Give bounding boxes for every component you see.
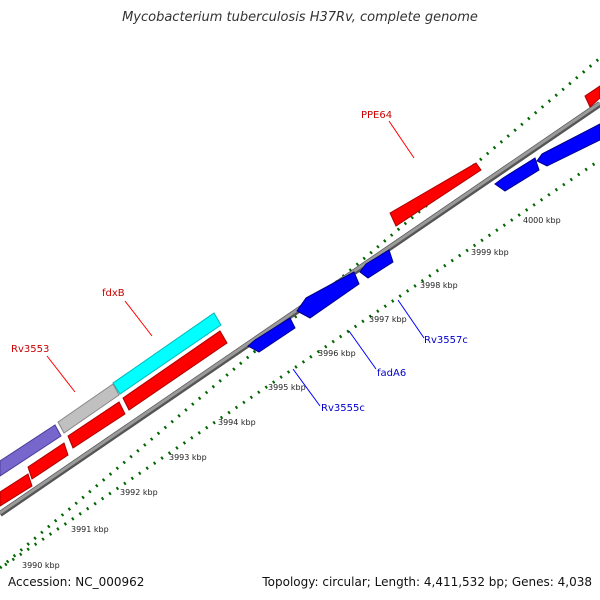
feature-purple[interactable] [0,424,62,477]
gene-label-rv3555c[interactable]: Rv3555c [321,403,365,414]
tick-label: 3999 kbp [471,248,509,257]
feature-fdxb-cyan[interactable] [112,312,222,395]
tick-label: 3990 kbp [22,561,60,570]
feature-ppe64[interactable] [389,162,482,227]
gene-label-fada6[interactable]: fadA6 [377,368,406,379]
forward-features [0,85,600,507]
accession-label: Accession: NC_000962 [8,575,145,589]
gene-labels: PPE64 fdxB Rv3553 Rv3557c fadA6 Rv3555c [11,110,468,414]
feature-blue-right[interactable] [494,157,540,192]
tick-label: 3998 kbp [420,281,458,290]
outer-features [0,312,222,477]
tick-label: 4000 kbp [523,216,561,225]
leader-rv3557c [397,299,425,339]
feature-red-left[interactable] [27,442,69,480]
leader-fada6 [348,330,377,370]
leader-fdxb [124,300,153,337]
tick-label: 3996 kbp [318,349,356,358]
gene-label-rv3557c[interactable]: Rv3557c [424,335,468,346]
gene-label-rv3553[interactable]: Rv3553 [11,344,49,355]
inner-tick-line [4,158,600,567]
feature-red-fdxb-partner[interactable] [122,330,228,411]
feature-red-mid[interactable] [67,401,126,449]
tick-label: 3994 kbp [218,418,256,427]
scale-tick-labels: 3990 kbp 3991 kbp 3992 kbp 3993 kbp 3994… [22,216,561,570]
feature-rv3557c[interactable] [359,249,394,279]
leader-ppe64 [388,120,415,159]
tick-label: 3992 kbp [120,488,158,497]
gene-label-leaders [46,120,425,407]
leader-rv3555c [292,368,321,407]
genome-summary: Topology: circular; Length: 4,411,532 bp… [262,575,592,589]
leader-rv3553 [46,355,76,393]
feature-rv3553-grey[interactable] [57,383,120,434]
feature-red-edge[interactable] [0,473,33,507]
tick-label: 3997 kbp [369,315,407,324]
feature-red-top-right[interactable] [584,85,600,108]
feature-blue-far-right[interactable] [536,123,600,167]
gene-label-fdxb[interactable]: fdxB [102,288,125,299]
tick-label: 3991 kbp [71,525,109,534]
feature-rv3555c[interactable] [247,317,296,353]
tick-label: 3995 kbp [268,383,306,392]
map-title: Mycobacterium tuberculosis H37Rv, comple… [122,10,478,25]
gene-label-ppe64[interactable]: PPE64 [361,110,392,121]
inner-tick-track [4,158,600,567]
feature-fada6[interactable] [296,271,360,319]
tick-label: 3993 kbp [169,453,207,462]
reverse-features [247,123,600,353]
